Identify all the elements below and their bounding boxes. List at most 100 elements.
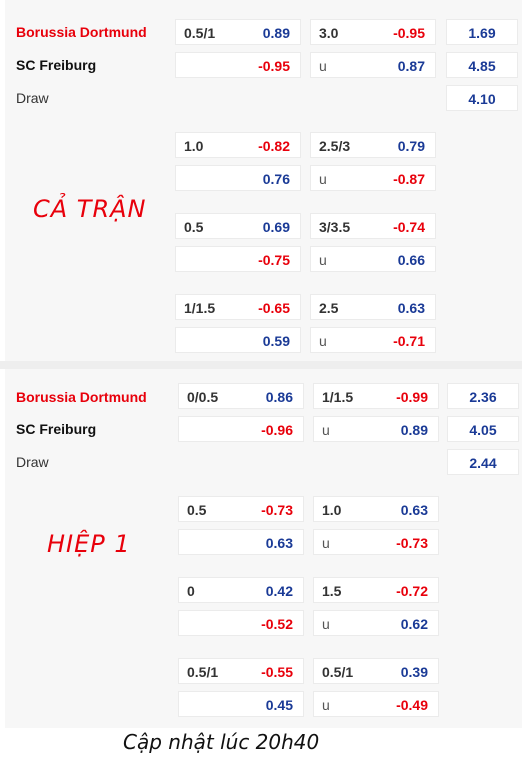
odds-value: 0.66 (397, 252, 425, 268)
handicap-home-odds[interactable]: 0.5/1 -0.55 (178, 658, 304, 684)
handicap-line: 0 (187, 583, 195, 599)
odds-value: 0.39 (400, 664, 428, 680)
handicap-home-odds[interactable]: 0.5/1 0.89 (175, 19, 301, 45)
odds-value: -0.87 (393, 171, 425, 187)
home-team-name[interactable]: Borussia Dortmund (16, 389, 147, 405)
under-label: u (322, 697, 330, 713)
odds-value: 0.86 (265, 389, 293, 405)
odds-value: -0.73 (261, 502, 293, 518)
over-odds[interactable]: 1.5 -0.72 (313, 577, 439, 603)
handicap-away-odds[interactable]: -0.95 (175, 52, 301, 78)
handicap-away-odds[interactable]: 0.63 (178, 529, 304, 555)
odds-value: 0.63 (265, 535, 293, 551)
odds-value: -0.49 (396, 697, 428, 713)
under-label: u (322, 616, 330, 632)
draw-label: Draw (16, 454, 49, 470)
draw-label: Draw (16, 90, 49, 106)
away-win-odds[interactable]: 4.05 (447, 416, 519, 442)
under-odds[interactable]: u 0.87 (310, 52, 436, 78)
handicap-home-odds[interactable]: 1.0 -0.82 (175, 132, 301, 158)
over-odds[interactable]: 1.0 0.63 (313, 496, 439, 522)
handicap-line: 0.5/1 (184, 25, 216, 41)
under-label: u (322, 422, 330, 438)
handicap-away-odds[interactable]: 0.59 (175, 327, 301, 353)
handicap-line: 1/1.5 (184, 300, 216, 316)
odds-value: 0.62 (400, 616, 428, 632)
odds-value: 0.59 (262, 333, 290, 349)
odds-value: 0.63 (400, 502, 428, 518)
under-odds[interactable]: u -0.71 (310, 327, 436, 353)
total-line: 0.5/1 (322, 664, 354, 680)
total-line: 2.5/3 (319, 138, 351, 154)
odds-value: 0.89 (400, 422, 428, 438)
handicap-line: 1.0 (184, 138, 204, 154)
handicap-line: 0/0.5 (187, 389, 219, 405)
section-divider (0, 361, 522, 369)
odds-value: -0.75 (258, 252, 290, 268)
handicap-home-odds[interactable]: 0.5 -0.73 (178, 496, 304, 522)
odds-value: 0.45 (265, 697, 293, 713)
under-odds[interactable]: u 0.89 (313, 416, 439, 442)
over-odds[interactable]: 3.0 -0.95 (310, 19, 436, 45)
odds-value: -0.72 (396, 583, 428, 599)
odds-value: -0.95 (258, 58, 290, 74)
under-odds[interactable]: u -0.49 (313, 691, 439, 717)
odds-value: 0.79 (397, 138, 425, 154)
odds-value: 0.63 (397, 300, 425, 316)
over-odds[interactable]: 0.5/1 0.39 (313, 658, 439, 684)
odds-value: -0.55 (261, 664, 293, 680)
handicap-away-odds[interactable]: -0.96 (178, 416, 304, 442)
home-win-odds[interactable]: 1.69 (446, 19, 518, 45)
under-odds[interactable]: u -0.87 (310, 165, 436, 191)
over-odds[interactable]: 2.5/3 0.79 (310, 132, 436, 158)
total-line: 3.0 (319, 25, 339, 41)
handicap-home-odds[interactable]: 1/1.5 -0.65 (175, 294, 301, 320)
odds-value: -0.82 (258, 138, 290, 154)
under-label: u (319, 333, 327, 349)
under-odds[interactable]: u 0.66 (310, 246, 436, 272)
handicap-home-odds[interactable]: 0.5 0.69 (175, 213, 301, 239)
handicap-away-odds[interactable]: -0.75 (175, 246, 301, 272)
odds-value: 0.89 (262, 25, 290, 41)
total-line: 3/3.5 (319, 219, 351, 235)
handicap-home-odds[interactable]: 0/0.5 0.86 (178, 383, 304, 409)
total-line: 1.5 (322, 583, 342, 599)
handicap-away-odds[interactable]: 0.45 (178, 691, 304, 717)
odds-value: -0.71 (393, 333, 425, 349)
odds-value: 0.76 (262, 171, 290, 187)
odds-value: 0.87 (397, 58, 425, 74)
away-team-name[interactable]: SC Freiburg (16, 421, 97, 437)
full-time-stamp: CẢ TRẬN (33, 195, 147, 223)
handicap-home-odds[interactable]: 0 0.42 (178, 577, 304, 603)
total-line: 2.5 (319, 300, 339, 316)
home-team-name[interactable]: Borussia Dortmund (16, 24, 147, 40)
under-label: u (319, 58, 327, 74)
away-team-name[interactable]: SC Freiburg (16, 57, 97, 73)
under-label: u (319, 252, 327, 268)
under-odds[interactable]: u 0.62 (313, 610, 439, 636)
odds-value: -0.73 (396, 535, 428, 551)
odds-value: 0.69 (262, 219, 290, 235)
under-label: u (322, 535, 330, 551)
under-label: u (319, 171, 327, 187)
odds-value: -0.99 (396, 389, 428, 405)
update-time-note: Cập nhật lúc 20h40 (123, 730, 320, 754)
over-odds[interactable]: 2.5 0.63 (310, 294, 436, 320)
draw-odds[interactable]: 4.10 (446, 85, 518, 111)
odds-value: -0.95 (393, 25, 425, 41)
over-odds[interactable]: 3/3.5 -0.74 (310, 213, 436, 239)
odds-value: -0.65 (258, 300, 290, 316)
total-line: 1/1.5 (322, 389, 354, 405)
draw-odds[interactable]: 2.44 (447, 449, 519, 475)
handicap-line: 0.5/1 (187, 664, 219, 680)
home-win-odds[interactable]: 2.36 (447, 383, 519, 409)
first-half-section: Borussia Dortmund SC Freiburg Draw HIỆP … (5, 369, 522, 728)
odds-value: -0.74 (393, 219, 425, 235)
under-odds[interactable]: u -0.73 (313, 529, 439, 555)
away-win-odds[interactable]: 4.85 (446, 52, 518, 78)
odds-value: -0.52 (261, 616, 293, 632)
over-odds[interactable]: 1/1.5 -0.99 (313, 383, 439, 409)
handicap-away-odds[interactable]: 0.76 (175, 165, 301, 191)
handicap-away-odds[interactable]: -0.52 (178, 610, 304, 636)
total-line: 1.0 (322, 502, 342, 518)
